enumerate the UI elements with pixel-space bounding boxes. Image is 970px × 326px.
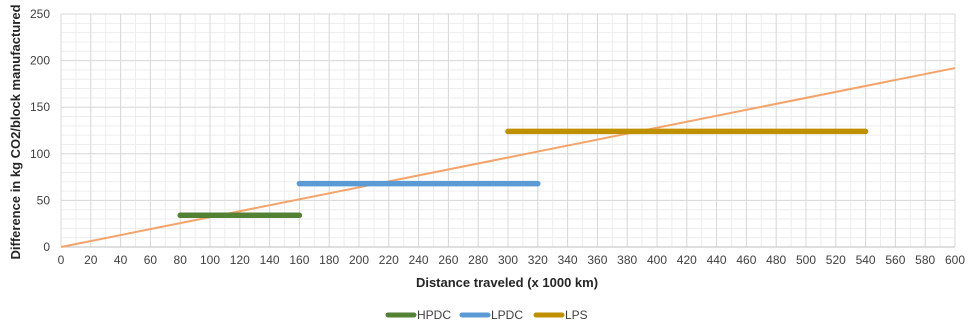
- x-tick-label: 220: [379, 253, 399, 267]
- x-tick-label: 100: [200, 253, 220, 267]
- x-tick-label: 500: [796, 253, 816, 267]
- x-tick-label: 340: [558, 253, 578, 267]
- x-tick-label: 60: [144, 253, 158, 267]
- x-tick-label: 580: [915, 253, 935, 267]
- x-tick-label: 560: [885, 253, 905, 267]
- legend-label-lps: LPS: [565, 308, 588, 322]
- x-tick-label: 160: [289, 253, 309, 267]
- x-tick-label: 420: [677, 253, 697, 267]
- y-tick-label: 150: [30, 100, 50, 114]
- x-tick-label: 140: [260, 253, 280, 267]
- x-tick-label: 380: [617, 253, 637, 267]
- x-tick-label: 360: [587, 253, 607, 267]
- x-tick-label: 440: [707, 253, 727, 267]
- x-tick-label: 600: [945, 253, 965, 267]
- y-axis-ticks: 0 50 100 150 200 250: [30, 7, 50, 254]
- x-tick-label: 120: [230, 253, 250, 267]
- x-tick-label: 0: [58, 253, 65, 267]
- x-tick-label: 80: [174, 253, 188, 267]
- legend-label-lpdc: LPDC: [491, 308, 523, 322]
- y-tick-label: 250: [30, 7, 50, 21]
- x-tick-label: 180: [319, 253, 339, 267]
- y-tick-label: 100: [30, 147, 50, 161]
- x-tick-label: 540: [856, 253, 876, 267]
- legend-label-hpdc: HPDC: [417, 308, 451, 322]
- x-tick-label: 300: [498, 253, 518, 267]
- x-tick-label: 460: [736, 253, 756, 267]
- x-axis-ticks: 0 20 40 60 80 100 120 140 160 180 200 220 240 260 280 3…: [58, 253, 966, 267]
- x-tick-label: 480: [766, 253, 786, 267]
- x-tick-label: 320: [528, 253, 548, 267]
- x-axis-title: Distance traveled (x 1000 km): [416, 275, 598, 290]
- x-tick-label: 20: [84, 253, 98, 267]
- x-tick-label: 40: [114, 253, 128, 267]
- x-tick-label: 280: [468, 253, 488, 267]
- series-layer: [177, 128, 869, 219]
- x-tick-label: 240: [409, 253, 429, 267]
- y-tick-label: 50: [37, 193, 51, 207]
- x-tick-label: 520: [826, 253, 846, 267]
- x-tick-label: 400: [647, 253, 667, 267]
- y-tick-label: 200: [30, 54, 50, 68]
- x-tick-label: 260: [438, 253, 458, 267]
- x-tick-label: 200: [349, 253, 369, 267]
- legend: HPDC LPDC LPS: [385, 308, 588, 322]
- y-axis-title: Difference in kg CO2/block manufactured: [8, 4, 23, 259]
- y-tick-label: 0: [43, 240, 50, 254]
